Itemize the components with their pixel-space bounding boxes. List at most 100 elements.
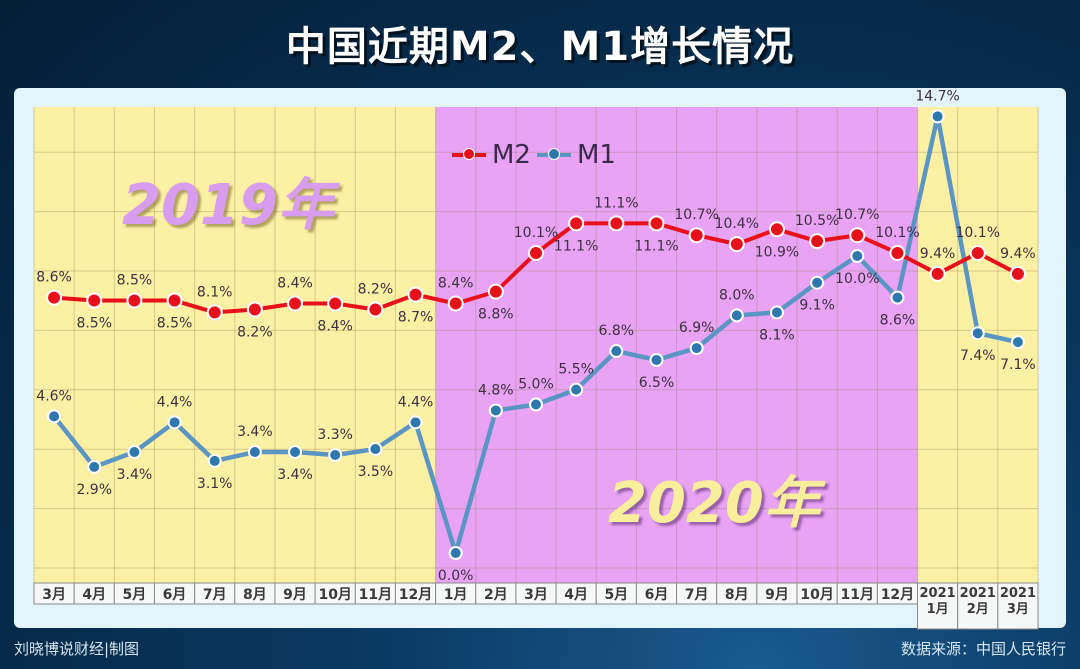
m2-point[interactable] bbox=[246, 301, 263, 318]
m1-point[interactable] bbox=[448, 546, 463, 560]
data-label: 8.4% bbox=[277, 276, 313, 292]
x-axis-label: 12月 bbox=[881, 587, 914, 603]
x-axis-label: 8月 bbox=[725, 587, 749, 603]
m2-point[interactable] bbox=[768, 221, 785, 238]
x-axis-label: 5月 bbox=[123, 587, 147, 603]
period-band bbox=[435, 107, 918, 583]
m1-point[interactable] bbox=[569, 382, 584, 397]
data-label: 3.4% bbox=[277, 467, 313, 483]
m1-point[interactable] bbox=[529, 397, 543, 412]
data-label: 3.5% bbox=[358, 464, 394, 480]
data-label: 7.4% bbox=[960, 348, 996, 364]
m2-point[interactable] bbox=[206, 304, 223, 321]
m1-point[interactable] bbox=[368, 442, 383, 457]
m2-point[interactable] bbox=[407, 286, 424, 303]
m1-line-marker-icon bbox=[536, 148, 571, 160]
m1-point[interactable] bbox=[729, 308, 744, 323]
data-label: 5.0% bbox=[518, 377, 554, 393]
m2-point[interactable] bbox=[447, 295, 464, 312]
m2-point[interactable] bbox=[126, 292, 143, 309]
m2-point[interactable] bbox=[969, 245, 986, 262]
year-label-2020: 2020年 bbox=[608, 471, 820, 536]
m1-point[interactable] bbox=[488, 403, 503, 418]
m2-point[interactable] bbox=[46, 289, 63, 306]
m1-point[interactable] bbox=[328, 447, 343, 462]
data-label: 10.7% bbox=[674, 207, 718, 223]
m1-point[interactable] bbox=[1010, 335, 1025, 350]
m2-point[interactable] bbox=[568, 215, 585, 232]
data-label: 8.1% bbox=[759, 327, 795, 343]
data-label: 9.4% bbox=[920, 246, 956, 262]
m1-point[interactable] bbox=[408, 415, 423, 430]
m1-point[interactable] bbox=[689, 341, 704, 356]
x-axis-label: 3月 bbox=[524, 587, 548, 603]
data-label: 8.0% bbox=[719, 287, 755, 303]
year-label-2019: 2019年 bbox=[122, 173, 334, 238]
m1-point[interactable] bbox=[247, 445, 262, 460]
data-label: 4.4% bbox=[157, 394, 193, 410]
data-label: 8.2% bbox=[237, 324, 273, 340]
x-axis-label: 6月 bbox=[163, 587, 187, 603]
x-axis-label: 7月 bbox=[203, 587, 227, 603]
period-band bbox=[34, 107, 436, 583]
data-label: 8.5% bbox=[76, 316, 112, 332]
data-label: 9.4% bbox=[1000, 246, 1036, 262]
x-axis-label: 3月 bbox=[42, 587, 66, 603]
m2-point[interactable] bbox=[487, 283, 504, 300]
m1-point[interactable] bbox=[769, 305, 784, 320]
legend-item-m1[interactable]: M1 bbox=[536, 140, 616, 170]
data-label: 10.5% bbox=[795, 213, 839, 229]
m2-point[interactable] bbox=[1009, 265, 1026, 282]
data-label: 10.7% bbox=[835, 207, 879, 223]
x-axis-label: 12月 bbox=[399, 587, 432, 603]
m1-point[interactable] bbox=[207, 453, 222, 468]
m1-point[interactable] bbox=[127, 445, 142, 460]
m1-point[interactable] bbox=[167, 415, 182, 430]
m1-point[interactable] bbox=[609, 344, 624, 359]
x-axis-label: 2月 bbox=[484, 587, 508, 603]
m2-point[interactable] bbox=[889, 245, 906, 262]
m2-point[interactable] bbox=[367, 301, 384, 318]
m1-point[interactable] bbox=[649, 352, 664, 367]
m1-point[interactable] bbox=[850, 249, 865, 263]
chart-legend: M2 M1 bbox=[452, 140, 616, 170]
legend-item-m2[interactable]: M2 bbox=[452, 140, 531, 170]
m2-point[interactable] bbox=[528, 245, 544, 262]
m2-point[interactable] bbox=[166, 292, 183, 309]
m1-point[interactable] bbox=[930, 109, 945, 124]
m1-point[interactable] bbox=[87, 459, 102, 474]
m1-point[interactable] bbox=[810, 275, 825, 290]
footer-credit: 刘晓博说财经|制图 bbox=[14, 640, 140, 658]
x-axis-label: 1月 bbox=[927, 602, 949, 617]
data-label: 3.1% bbox=[197, 476, 233, 492]
m2-point[interactable] bbox=[86, 292, 103, 309]
m2-point[interactable] bbox=[728, 236, 745, 253]
data-label: 11.1% bbox=[594, 195, 638, 211]
x-axis-label: 2021 bbox=[960, 586, 996, 601]
x-axis-cell bbox=[917, 582, 959, 630]
data-label: 10.4% bbox=[715, 216, 759, 232]
m2-point[interactable] bbox=[688, 227, 705, 244]
chart-title: 中国近期M2、M1增长情况 bbox=[285, 24, 795, 70]
data-label: 8.4% bbox=[438, 276, 474, 292]
data-label: 10.1% bbox=[956, 225, 1000, 241]
data-label: 10.1% bbox=[875, 225, 919, 241]
m1-point[interactable] bbox=[288, 445, 303, 460]
data-label: 10.1% bbox=[514, 225, 558, 241]
x-axis-cell bbox=[997, 582, 1039, 630]
m2-point[interactable] bbox=[849, 227, 866, 244]
data-label: 8.1% bbox=[197, 284, 233, 300]
m2-point[interactable] bbox=[608, 215, 625, 232]
m1-point[interactable] bbox=[890, 290, 905, 305]
m2-point[interactable] bbox=[648, 215, 665, 232]
m2-point[interactable] bbox=[929, 265, 946, 282]
x-axis-label: 5月 bbox=[604, 587, 628, 603]
m2-point[interactable] bbox=[287, 295, 304, 312]
data-label: 8.2% bbox=[358, 281, 394, 297]
m2-point[interactable] bbox=[327, 295, 344, 312]
m1-point[interactable] bbox=[970, 326, 985, 341]
x-axis-label: 4月 bbox=[564, 587, 588, 603]
m1-point[interactable] bbox=[47, 409, 62, 424]
m2-point[interactable] bbox=[809, 233, 826, 250]
